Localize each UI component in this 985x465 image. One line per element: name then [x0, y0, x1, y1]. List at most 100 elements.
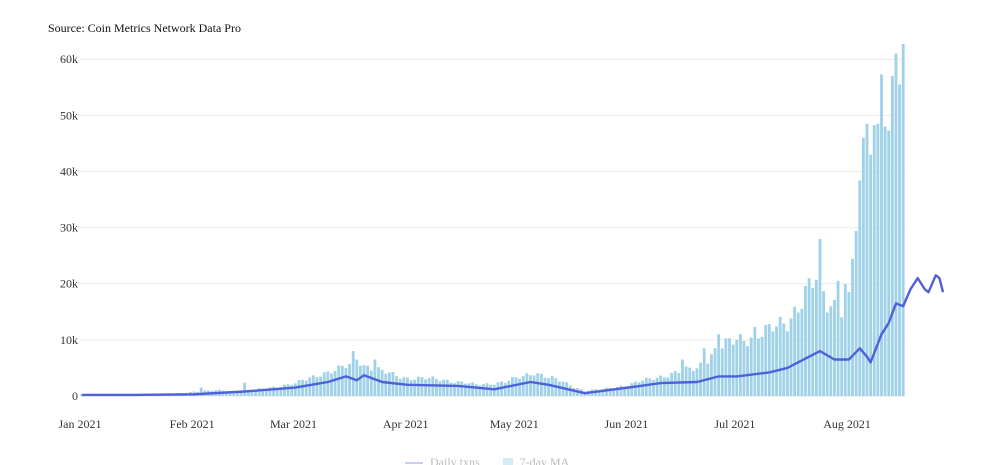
- y-tick-label: 0: [72, 389, 78, 403]
- bar: [337, 365, 341, 396]
- bar: [818, 238, 822, 396]
- bar: [771, 331, 775, 396]
- bar: [807, 278, 811, 396]
- bar: [597, 389, 601, 396]
- bar: [782, 323, 786, 396]
- bar: [279, 387, 283, 396]
- bar: [235, 391, 239, 396]
- bar: [898, 84, 901, 396]
- bar: [416, 376, 420, 396]
- legend-bar-swatch: [502, 458, 513, 465]
- bar: [445, 379, 449, 396]
- bar: [532, 375, 536, 396]
- y-tick-label: 40k: [60, 164, 78, 178]
- bar: [833, 299, 836, 396]
- bar: [717, 334, 721, 396]
- grid-layer: [80, 58, 905, 397]
- bar: [333, 370, 337, 396]
- bar: [558, 381, 561, 396]
- bar: [474, 384, 478, 396]
- bar: [608, 388, 612, 396]
- bar: [887, 130, 891, 396]
- bar: [720, 348, 724, 396]
- bar: [659, 375, 663, 396]
- bar: [724, 338, 728, 396]
- bar: [778, 316, 782, 396]
- bar: [199, 387, 203, 396]
- bar: [460, 381, 464, 396]
- line-series: [81, 274, 945, 397]
- bar: [547, 378, 550, 396]
- bar: [702, 348, 706, 396]
- bar: [514, 377, 518, 396]
- bar: [257, 388, 261, 396]
- y-tick-label: 50k: [60, 108, 78, 122]
- bar: [713, 348, 717, 396]
- bar: [605, 387, 608, 396]
- bar: [655, 377, 659, 396]
- bar: [829, 306, 833, 396]
- bar: [728, 338, 731, 396]
- bar: [851, 258, 854, 396]
- bar: [315, 377, 319, 396]
- bar: [304, 380, 308, 396]
- bar: [876, 123, 880, 396]
- bar: [623, 386, 626, 396]
- bar: [626, 385, 630, 396]
- bar: [326, 371, 330, 396]
- bar: [681, 359, 684, 396]
- bar: [427, 378, 431, 396]
- bar: [359, 365, 362, 396]
- bar: [351, 351, 355, 396]
- bar: [387, 372, 391, 396]
- bar: [467, 383, 471, 396]
- bar: [865, 123, 869, 396]
- bar: [742, 340, 746, 396]
- chart-subtitle: Source: Coin Metrics Network Data Pro: [48, 21, 241, 35]
- bar: [641, 380, 645, 396]
- legend[interactable]: Daily txns 7-day MA: [405, 455, 569, 465]
- bar: [869, 154, 873, 396]
- y-tick-label: 10k: [60, 333, 78, 347]
- bar: [749, 337, 753, 396]
- x-tick-label: May 2021: [490, 417, 539, 431]
- bar: [854, 231, 858, 396]
- bar: [330, 373, 333, 396]
- bar: [619, 385, 623, 396]
- bar: [804, 286, 807, 396]
- bar: [767, 324, 771, 396]
- bar: [398, 378, 402, 396]
- bar: [272, 386, 275, 396]
- bar: [861, 137, 865, 396]
- bar: [521, 376, 525, 396]
- bar: [775, 326, 778, 396]
- bar: [366, 365, 370, 396]
- bar: [507, 380, 511, 396]
- bar: [637, 382, 641, 396]
- bar: [275, 387, 279, 396]
- bar: [901, 44, 905, 397]
- bar: [290, 384, 294, 396]
- bar: [525, 373, 529, 396]
- bar: [239, 391, 243, 396]
- x-axis: Jan 2021 Feb 2021 Mar 2021 Apr 2021 May 2021…: [59, 417, 871, 431]
- bar: [518, 378, 522, 396]
- bar: [362, 365, 366, 396]
- bar: [395, 376, 399, 396]
- bar: [677, 373, 681, 396]
- x-tick-label: Aug 2021: [823, 417, 871, 431]
- bar: [601, 389, 605, 396]
- bar: [246, 390, 250, 396]
- y-tick-label: 20k: [60, 277, 78, 291]
- bar: [662, 377, 666, 396]
- bar: [764, 324, 768, 396]
- bar: [630, 382, 634, 396]
- bar: [268, 387, 272, 396]
- bar: [348, 363, 351, 396]
- bar: [757, 338, 760, 396]
- bar: [666, 377, 670, 396]
- bar: [232, 390, 236, 396]
- x-tick-label: Jan 2021: [59, 417, 102, 431]
- bar: [793, 306, 797, 396]
- bar: [753, 326, 757, 396]
